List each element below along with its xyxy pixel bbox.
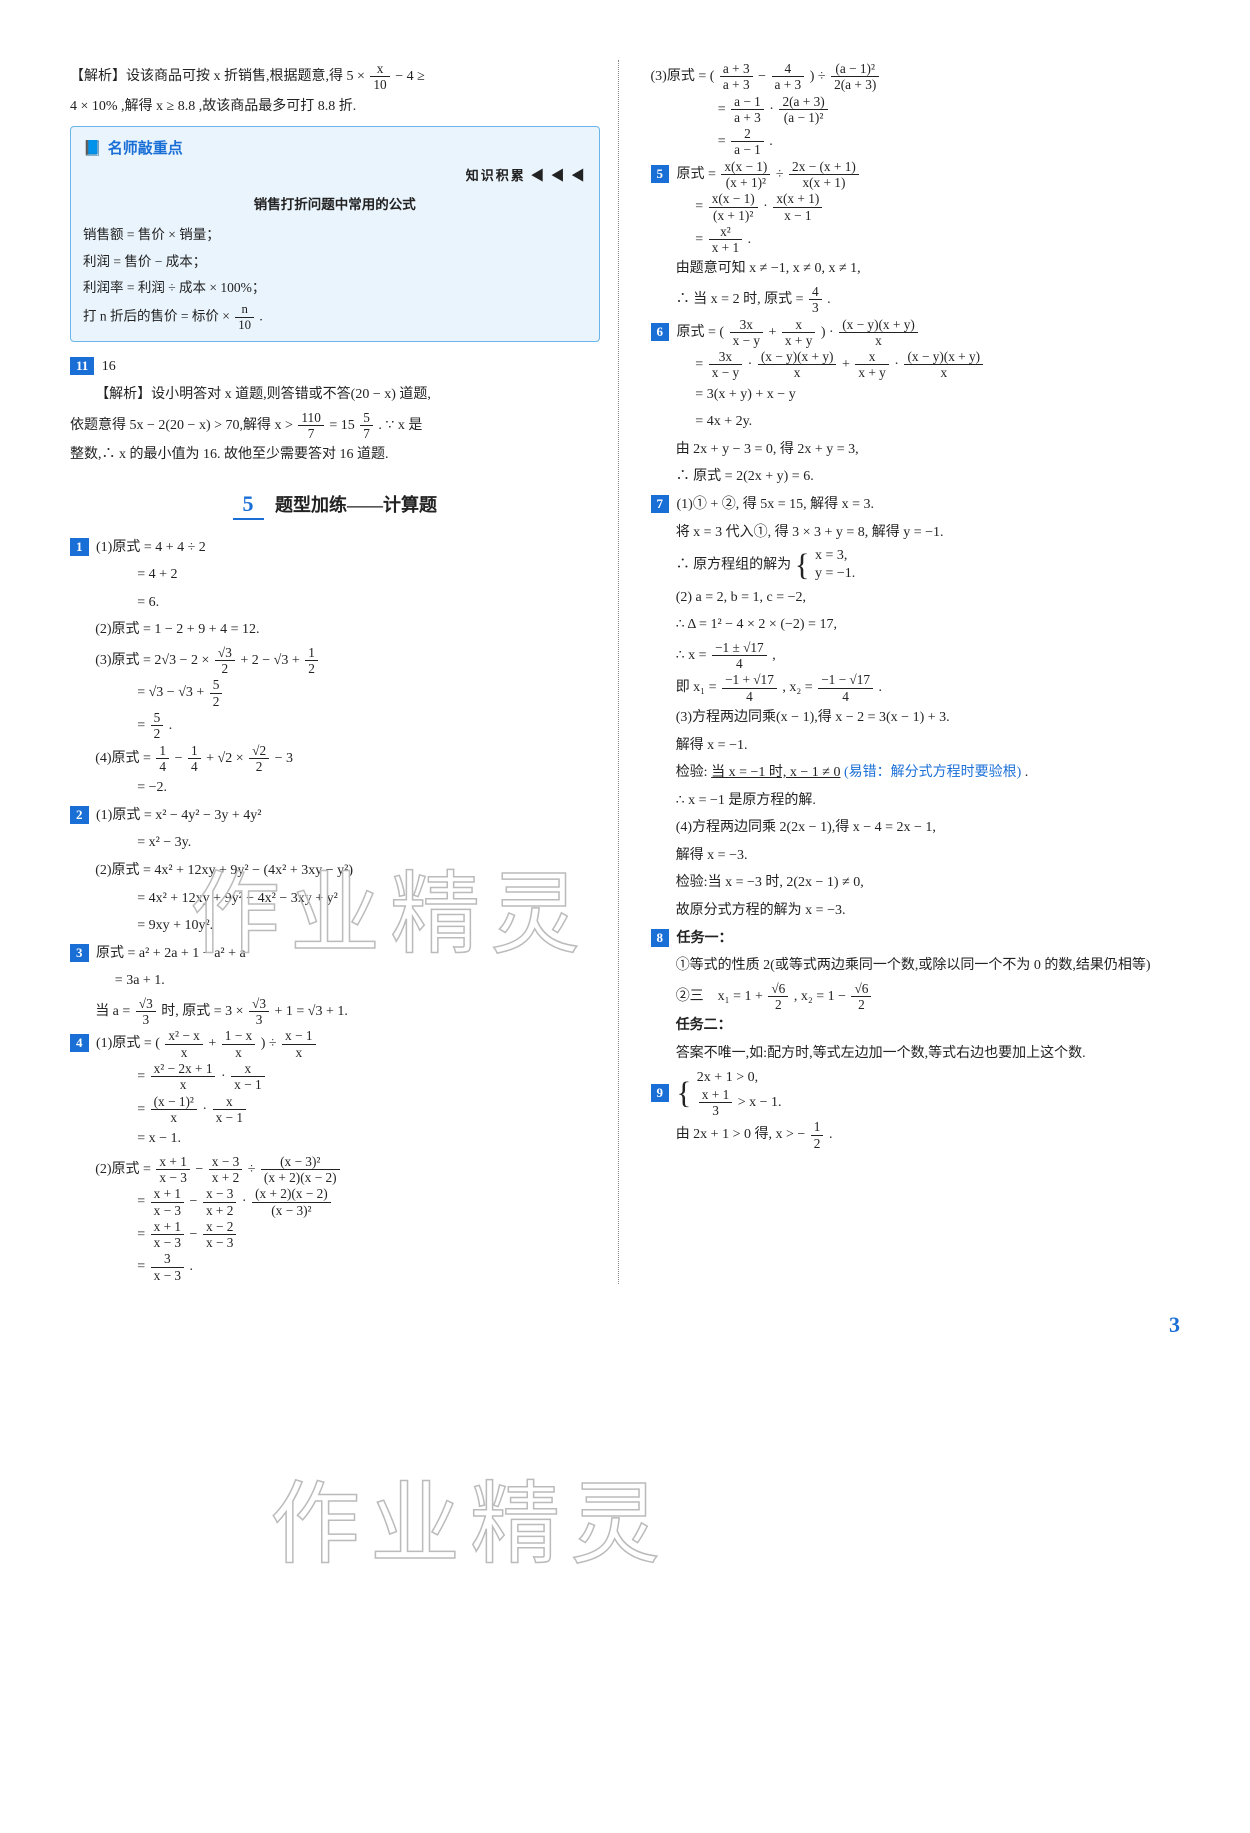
text: = x²x + 1 . (651, 224, 1181, 256)
right-column: (3)原式 = ( a + 3a + 3 − 4a + 3 ) ÷ (a − 1… (643, 60, 1181, 1284)
text: = 4x² + 12xy + 9y² − 4x² − 3xy + y² (70, 886, 600, 913)
q5: 5 原式 = x(x − 1)(x + 1)² ÷ 2x − (x + 1)x(… (651, 159, 1181, 191)
text: 利润 = 售价 − 成本； (83, 249, 587, 275)
question-number: 9 (651, 1084, 670, 1102)
question-number: 11 (70, 357, 94, 375)
text: 解得 x = −1. (651, 733, 1181, 760)
text: = 3a + 1. (70, 968, 600, 995)
text: = x + 1x − 3 − x − 2x − 3 (70, 1219, 600, 1251)
text: = 4x + 2y. (651, 409, 1181, 436)
text: = 9xy + 10y². (70, 913, 600, 940)
text: = 2a − 1 . (651, 126, 1181, 158)
text: = x² − 3y. (70, 830, 600, 857)
text: = (x − 1)²x · xx − 1 (70, 1094, 600, 1126)
text: = 3xx − y · (x − y)(x + y)x + xx + y · (… (651, 349, 1181, 381)
book-icon: 📘 (83, 135, 102, 164)
text: (4)方程两边同乘 2(2x − 1),得 x − 4 = 2x − 1, (651, 815, 1181, 842)
text: = x² − 2x + 1x · xx − 1 (70, 1061, 600, 1093)
question-number: 3 (70, 944, 89, 962)
text: 整数,∴ x 的最小值为 16. 故他至少需要答对 16 道题. (70, 442, 600, 469)
text: 任务二： (651, 1013, 1181, 1040)
tips-title: 📘 名师敲重点 (83, 135, 587, 164)
text: ∴ 当 x = 2 时, 原式 = 43 . (651, 284, 1181, 316)
text: (2)原式 = 4x² + 12xy + 9y² − (4x² + 3xy − … (70, 858, 600, 885)
section-title: 5 题型加练——计算题 (70, 483, 600, 525)
text: 依题意得 5x − 2(20 − x) > 70,解得 x > 1107 = 1… (70, 410, 600, 442)
text: 当 a = √33 时, 原式 = 3 × √33 + 1 = √3 + 1. (70, 996, 600, 1028)
q1: 1 (1)原式 = 4 + 4 ÷ 2 (70, 535, 600, 562)
question-number: 6 (651, 323, 670, 341)
text: (2)原式 = 1 − 2 + 9 + 4 = 12. (70, 617, 600, 644)
text: 打 n 折后的售价 = 标价 × n10 . (83, 302, 587, 333)
text: ∴ x = −1 是原方程的解. (651, 788, 1181, 815)
text: 检验: 当 x = −1 时, x − 1 ≠ 0 (易错：解分式方程时要验根)… (651, 760, 1181, 787)
q2: 2 (1)原式 = x² − 4y² − 3y + 4y² (70, 803, 600, 830)
text: 由 2x + 1 > 0 得, x > − 12 . (651, 1119, 1181, 1151)
text: 答案不唯一,如:配方时,等式左边加一个数,等式右边也要加上这个数. (651, 1041, 1181, 1068)
q9: 9 { 2x + 1 > 0, x + 13 > x − 1. (651, 1069, 1181, 1119)
text: 【解析】设该商品可按 x 折销售,根据题意,得 5 × x10 − 4 ≥ (70, 61, 600, 93)
text: 【解析】设小明答对 x 道题,则答错或不答(20 − x) 道题, (70, 382, 600, 409)
text: = √3 − √3 + 52 (70, 677, 600, 709)
question-number: 4 (70, 1034, 89, 1052)
text: ②三 x₁ = 1 + √62 , x₂ = 1 − √62 (651, 981, 1181, 1013)
text: ∴ 原式 = 2(2x + y) = 6. (651, 464, 1181, 491)
text: (3)原式 = 2√3 − 2 × √32 + 2 − √3 + 12 (70, 645, 600, 677)
text: 解得 x = −3. (651, 843, 1181, 870)
text: 检验:当 x = −3 时, 2(2x − 1) ≠ 0, (651, 870, 1181, 897)
text: 故原分式方程的解为 x = −3. (651, 898, 1181, 925)
question-number: 1 (70, 538, 89, 556)
text: = −2. (70, 775, 600, 802)
q6: 6 原式 = ( 3xx − y + xx + y ) · (x − y)(x … (651, 317, 1181, 349)
tips-box: 📘 名师敲重点 知识积累 ◀ ◀ ◀ 销售打折问题中常用的公式 销售额 = 售价… (70, 126, 600, 342)
text: 销售额 = 售价 × 销量； (83, 222, 587, 248)
tips-heading: 销售打折问题中常用的公式 (83, 192, 587, 218)
text: ∴ x = −1 ± √174 , (651, 640, 1181, 672)
text: = a − 1a + 3 · 2(a + 3)(a − 1)² (651, 94, 1181, 126)
text: ∴ 原方程组的解为 { x = 3, y = −1. (651, 547, 1181, 583)
text: = 3x − 3 . (70, 1251, 600, 1283)
text: = 4 + 2 (70, 562, 600, 589)
question-number: 8 (651, 929, 670, 947)
text: = x + 1x − 3 − x − 3x + 2 · (x + 2)(x − … (70, 1186, 600, 1218)
text: ∴ Δ = 1² − 4 × 2 × (−2) = 17, (651, 612, 1181, 639)
text: 由题意可知 x ≠ −1, x ≠ 0, x ≠ 1, (651, 256, 1181, 283)
question-number: 5 (651, 165, 670, 183)
tips-subtitle: 知识积累 ◀ ◀ ◀ (83, 164, 587, 189)
question-number: 2 (70, 806, 89, 824)
q3: 3 原式 = a² + 2a + 1 − a² + a (70, 941, 600, 968)
text: 4 × 10% ,解得 x ≥ 8.8 ,故该商品最多可打 8.8 折. (70, 94, 600, 121)
text: = 6. (70, 590, 600, 617)
text: 由 2x + y − 3 = 0, 得 2x + y = 3, (651, 437, 1181, 464)
text: (2)原式 = x + 1x − 3 − x − 3x + 2 ÷ (x − 3… (70, 1154, 600, 1186)
text: 即 x₁ = −1 + √174 , x₂ = −1 − √174 . (651, 672, 1181, 704)
text: = 3(x + y) + x − y (651, 382, 1181, 409)
q8: 8 任务一： (651, 926, 1181, 953)
question-number: 7 (651, 495, 670, 513)
q7: 7 (1)① + ②, 得 5x = 15, 解得 x = 3. (651, 492, 1181, 519)
text: (3)方程两边同乘(x − 1),得 x − 2 = 3(x − 1) + 3. (651, 705, 1181, 732)
text: 将 x = 3 代入①, 得 3 × 3 + y = 8, 解得 y = −1. (651, 520, 1181, 547)
text: (4)原式 = 14 − 14 + √2 × √22 − 3 (70, 743, 600, 775)
left-column: 【解析】设该商品可按 x 折销售,根据题意,得 5 × x10 − 4 ≥ 4 … (70, 60, 619, 1284)
text: = x − 1. (70, 1126, 600, 1153)
text: = 52 . (70, 710, 600, 742)
q4: 4 (1)原式 = ( x² − xx + 1 − xx ) ÷ x − 1x (70, 1028, 600, 1060)
text: = x(x − 1)(x + 1)² · x(x + 1)x − 1 (651, 191, 1181, 223)
watermark: 作业精灵 (270, 1440, 670, 1611)
text: ①等式的性质 2(或等式两边乘同一个数,或除以同一个不为 0 的数,结果仍相等) (651, 953, 1181, 980)
text: 利润率 = 利润 ÷ 成本 × 100%； (83, 275, 587, 301)
text: (2) a = 2, b = 1, c = −2, (651, 585, 1181, 612)
text: (3)原式 = ( a + 3a + 3 − 4a + 3 ) ÷ (a − 1… (651, 61, 1181, 93)
page-number: 3 (70, 1304, 1180, 1346)
q11: 11 16 (70, 354, 600, 381)
